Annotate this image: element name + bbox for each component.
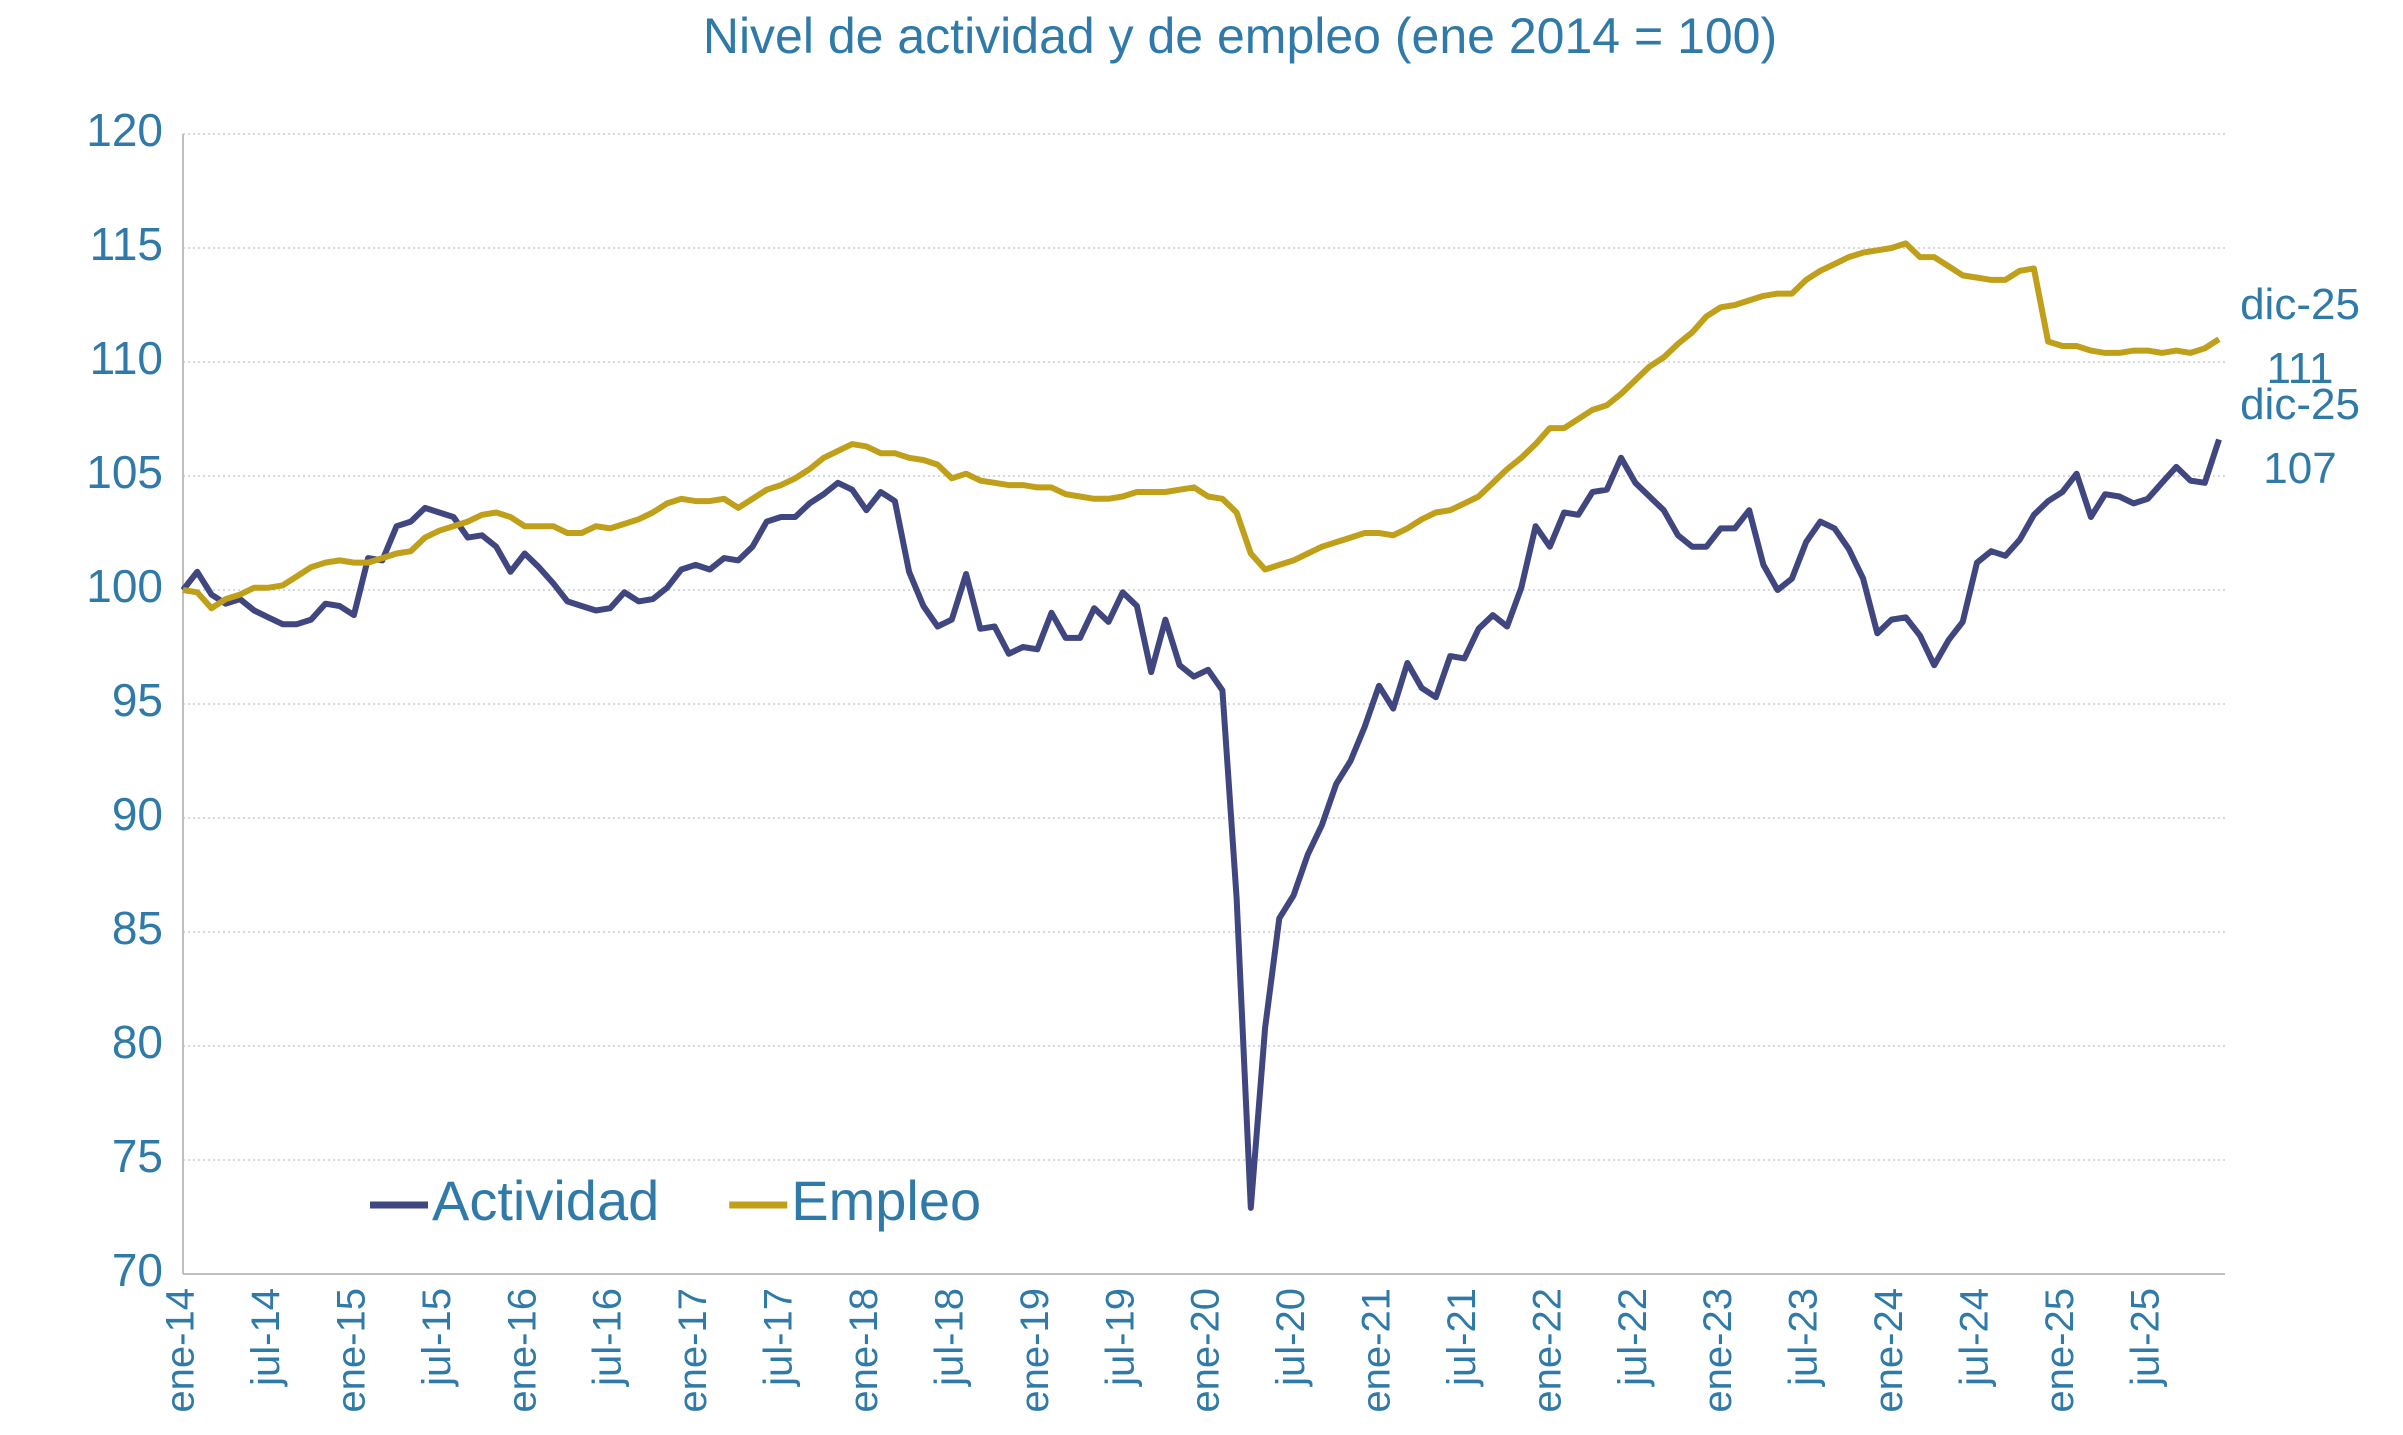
y-tick-label: 80 (112, 1016, 163, 1068)
x-tick-label: ene-16 (500, 1288, 544, 1413)
y-tick-label: 100 (86, 560, 163, 612)
x-tick-label: ene-22 (1525, 1288, 1569, 1413)
y-tick-label: 70 (112, 1244, 163, 1296)
annotation-value: 107 (2263, 444, 2336, 493)
annotation-value: 111 (2267, 344, 2334, 393)
x-tick-label: ene-19 (1013, 1288, 1057, 1413)
x-tick-label: ene-21 (1355, 1288, 1399, 1413)
x-tick-label: ene-20 (1184, 1288, 1228, 1413)
x-tick-label: jul-20 (1269, 1288, 1313, 1387)
y-tick-label: 115 (90, 218, 163, 270)
x-tick-label: jul-23 (1782, 1288, 1826, 1387)
y-tick-label: 110 (90, 332, 163, 384)
x-tick-label: jul-19 (1098, 1288, 1142, 1387)
y-tick-label: 90 (112, 788, 163, 840)
chart-title: Nivel de actividad y de empleo (ene 2014… (703, 8, 1777, 64)
annotation-date: dic-25 (2240, 280, 2360, 329)
y-tick-label: 105 (86, 446, 163, 498)
x-tick-label: jul-17 (757, 1288, 801, 1387)
x-tick-label: jul-16 (586, 1288, 630, 1387)
y-tick-label: 85 (112, 902, 163, 954)
x-tick-label: ene-23 (1696, 1288, 1740, 1413)
series-line (182, 240, 2221, 612)
x-tick-label: jul-21 (1440, 1288, 1484, 1387)
x-tick-label: ene-14 (159, 1288, 203, 1413)
x-tick-label: jul-15 (415, 1288, 459, 1387)
x-tick-label: jul-14 (244, 1288, 288, 1387)
x-tick-label: ene-24 (1867, 1288, 1911, 1413)
x-tick-label: ene-17 (671, 1288, 715, 1413)
series-line (180, 438, 2222, 1211)
y-tick-label: 95 (112, 674, 163, 726)
x-tick-label: jul-24 (1953, 1288, 1997, 1387)
legend-label: Empleo (791, 1169, 981, 1232)
x-tick-label: ene-15 (329, 1288, 373, 1413)
x-tick-label: jul-22 (1611, 1288, 1655, 1387)
y-tick-label: 120 (86, 104, 163, 156)
x-tick-label: ene-18 (842, 1288, 886, 1413)
x-tick-label: jul-25 (2123, 1288, 2167, 1387)
x-tick-label: ene-25 (2038, 1288, 2082, 1413)
x-tick-label: jul-18 (927, 1288, 971, 1387)
y-tick-label: 75 (112, 1130, 163, 1182)
annotation-date: dic-25 (2240, 380, 2360, 429)
legend-label: Actividad (432, 1169, 659, 1232)
